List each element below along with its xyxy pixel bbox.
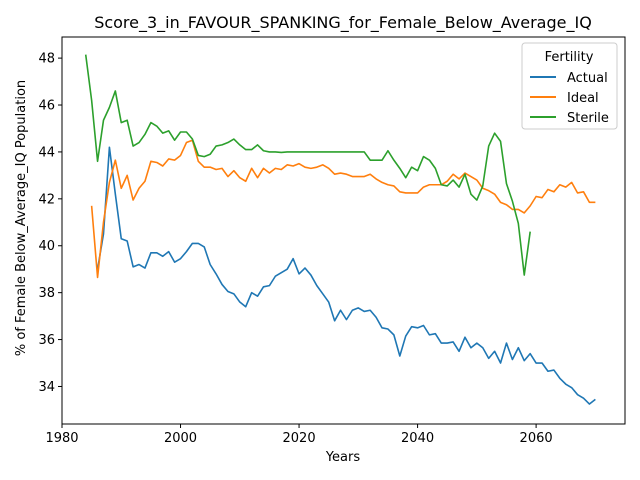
y-tick-label: 48 bbox=[38, 52, 55, 67]
legend-label-sterile: Sterile bbox=[567, 111, 609, 126]
series-line-actual bbox=[96, 146, 596, 405]
series-line-sterile bbox=[84, 54, 531, 276]
y-tick-label: 38 bbox=[38, 286, 55, 301]
legend-frame bbox=[521, 42, 618, 130]
y-axis-label: % of Female Below_Average_IQ Population bbox=[14, 80, 29, 356]
x-tick-label: 2040 bbox=[401, 431, 434, 446]
legend-title: Fertility bbox=[545, 50, 594, 65]
axes-frame bbox=[61, 36, 626, 425]
legend-label-ideal: Ideal bbox=[567, 91, 599, 106]
plot-area: 1980 2000 2020 2040 2060 34 36 38 40 42 44 46 48 bbox=[38, 36, 626, 446]
x-tick-label: 2060 bbox=[520, 431, 553, 446]
y-tick-label: 34 bbox=[38, 380, 55, 395]
y-tick-label: 46 bbox=[38, 99, 55, 114]
x-tick-label: 1980 bbox=[45, 431, 78, 446]
x-axis-label: Years bbox=[325, 450, 361, 465]
legend-label-actual: Actual bbox=[567, 71, 608, 86]
y-tick-label: 36 bbox=[38, 333, 55, 348]
y-tick-label: 42 bbox=[38, 192, 55, 207]
x-tick-label: 2000 bbox=[164, 431, 197, 446]
series-line-ideal bbox=[90, 139, 596, 279]
y-tick-label: 40 bbox=[38, 239, 55, 254]
legend: Fertility Actual Ideal Sterile bbox=[521, 42, 618, 130]
chart-title: Score_3_in_FAVOUR_SPANKING_for_Female_Be… bbox=[94, 13, 592, 33]
x-tick-label: 2020 bbox=[283, 431, 316, 446]
y-tick-label: 44 bbox=[38, 145, 55, 160]
